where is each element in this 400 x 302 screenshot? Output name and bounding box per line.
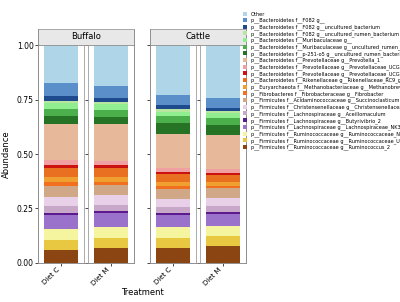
Bar [44, 177, 78, 182]
Bar [44, 182, 78, 186]
Bar [94, 205, 128, 211]
Bar [44, 213, 78, 215]
Bar [44, 96, 78, 101]
Bar [44, 197, 78, 206]
Bar [156, 105, 190, 109]
Bar [94, 227, 128, 238]
Bar [156, 189, 190, 199]
Bar [156, 207, 190, 214]
Bar [94, 165, 128, 168]
Bar [206, 236, 240, 246]
Bar [94, 249, 128, 263]
Bar [156, 172, 190, 174]
Bar [206, 214, 240, 226]
Bar [156, 112, 190, 116]
Bar [94, 85, 128, 98]
Bar [156, 227, 190, 238]
Bar [94, 213, 128, 227]
Text: Buffalo: Buffalo [71, 33, 101, 41]
Bar [156, 116, 190, 124]
Bar [206, 125, 240, 135]
Bar [206, 169, 240, 172]
Bar [206, 188, 240, 198]
Bar [44, 116, 78, 124]
Bar [94, 195, 128, 205]
Bar [44, 206, 78, 213]
Bar [206, 206, 240, 212]
Bar [44, 168, 78, 177]
Bar [94, 168, 128, 177]
Bar [206, 98, 240, 108]
Bar [156, 109, 190, 112]
Bar [206, 226, 240, 236]
Bar [206, 182, 240, 186]
Bar [156, 215, 190, 227]
Bar [44, 215, 78, 229]
Bar [94, 177, 128, 182]
Bar [206, 212, 240, 214]
Bar [94, 104, 128, 110]
Bar [44, 124, 78, 160]
Bar [44, 101, 78, 103]
Bar [44, 45, 78, 82]
Legend: Other, p__Bacteroidetes f__F082 g__, p__Bacteroidetes f__F082 g__uncultured_bact: Other, p__Bacteroidetes f__F082 g__, p__… [242, 11, 400, 150]
Bar [94, 185, 128, 195]
Bar [94, 102, 128, 104]
Bar [94, 110, 128, 117]
Bar [44, 250, 78, 263]
Bar [94, 124, 128, 161]
Bar [156, 124, 190, 134]
Bar [206, 172, 240, 175]
Bar [156, 182, 190, 186]
Bar [206, 111, 240, 114]
Bar [206, 135, 240, 169]
Bar [156, 186, 190, 189]
Y-axis label: Abundance: Abundance [2, 130, 11, 178]
Bar [206, 118, 240, 125]
Bar [206, 186, 240, 188]
Bar [156, 174, 190, 182]
Bar [94, 161, 128, 165]
Bar [156, 214, 190, 215]
Bar [94, 45, 128, 85]
Bar [206, 108, 240, 111]
Bar [156, 238, 190, 248]
Bar [44, 186, 78, 197]
Bar [94, 117, 128, 124]
Bar [44, 240, 78, 250]
Bar [156, 95, 190, 105]
Bar [156, 45, 190, 95]
Bar [44, 109, 78, 116]
Bar [44, 160, 78, 165]
Bar [206, 45, 240, 98]
Bar [156, 199, 190, 207]
Bar [156, 168, 190, 172]
Bar [94, 98, 128, 102]
Bar [94, 211, 128, 213]
Bar [206, 114, 240, 118]
Bar [44, 229, 78, 240]
Bar [156, 134, 190, 168]
Bar [206, 246, 240, 263]
Bar [94, 182, 128, 185]
Text: Cattle: Cattle [186, 33, 210, 41]
Bar [156, 248, 190, 263]
Bar [44, 165, 78, 168]
Bar [44, 82, 78, 96]
Bar [206, 175, 240, 182]
Bar [94, 238, 128, 249]
Bar [206, 198, 240, 206]
Bar [44, 103, 78, 109]
Text: Treatment: Treatment [121, 288, 163, 297]
